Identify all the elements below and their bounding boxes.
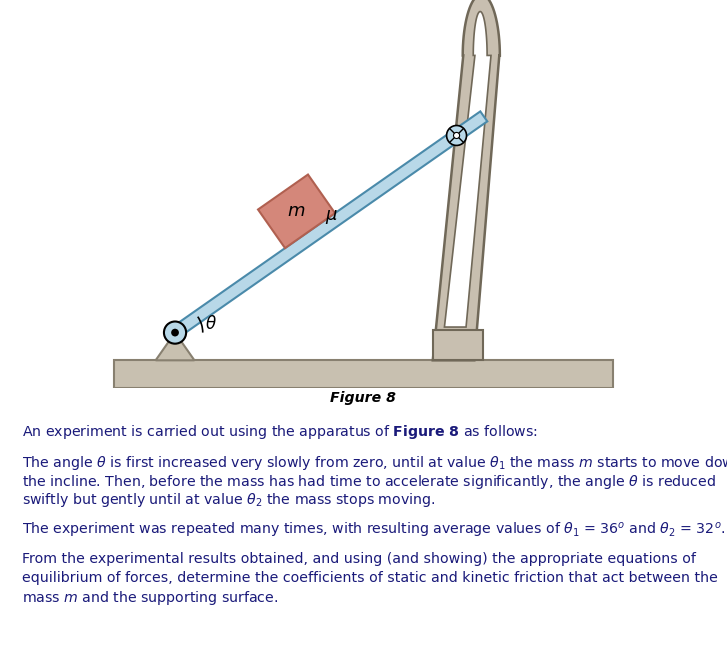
Text: The experiment was repeated many times, with resulting average values of $\theta: The experiment was repeated many times, …	[22, 521, 726, 540]
Polygon shape	[258, 175, 335, 248]
Text: From the experimental results obtained, and using (and showing) the appropriate : From the experimental results obtained, …	[22, 553, 696, 567]
Polygon shape	[156, 332, 194, 361]
Text: $\theta$: $\theta$	[205, 315, 217, 333]
Polygon shape	[433, 0, 500, 361]
Polygon shape	[444, 11, 491, 327]
Polygon shape	[172, 130, 460, 338]
Text: mass $m$ and the supporting surface.: mass $m$ and the supporting surface.	[22, 589, 278, 607]
Polygon shape	[453, 112, 487, 140]
Text: swiftly but gently until at value $\theta_2$ the mass stops moving.: swiftly but gently until at value $\thet…	[22, 491, 435, 509]
Circle shape	[171, 328, 179, 337]
Text: An experiment is carried out using the apparatus of $\mathbf{Figure\ 8}$ as foll: An experiment is carried out using the a…	[22, 423, 538, 441]
Text: The angle $\theta$ is first increased very slowly from zero, until at value $\th: The angle $\theta$ is first increased ve…	[22, 454, 727, 472]
Circle shape	[164, 322, 186, 344]
Circle shape	[446, 126, 467, 145]
Bar	[433, 330, 483, 361]
Text: $m$: $m$	[287, 202, 305, 220]
Text: $\mu$: $\mu$	[325, 208, 338, 225]
Text: equilibrium of forces, determine the coefficients of static and kinetic friction: equilibrium of forces, determine the coe…	[22, 571, 718, 585]
Bar	[114, 361, 613, 388]
Text: the incline. Then, before the mass has had time to accelerate significantly, the: the incline. Then, before the mass has h…	[22, 473, 716, 490]
Circle shape	[454, 132, 459, 138]
Text: Figure 8: Figure 8	[330, 391, 396, 405]
